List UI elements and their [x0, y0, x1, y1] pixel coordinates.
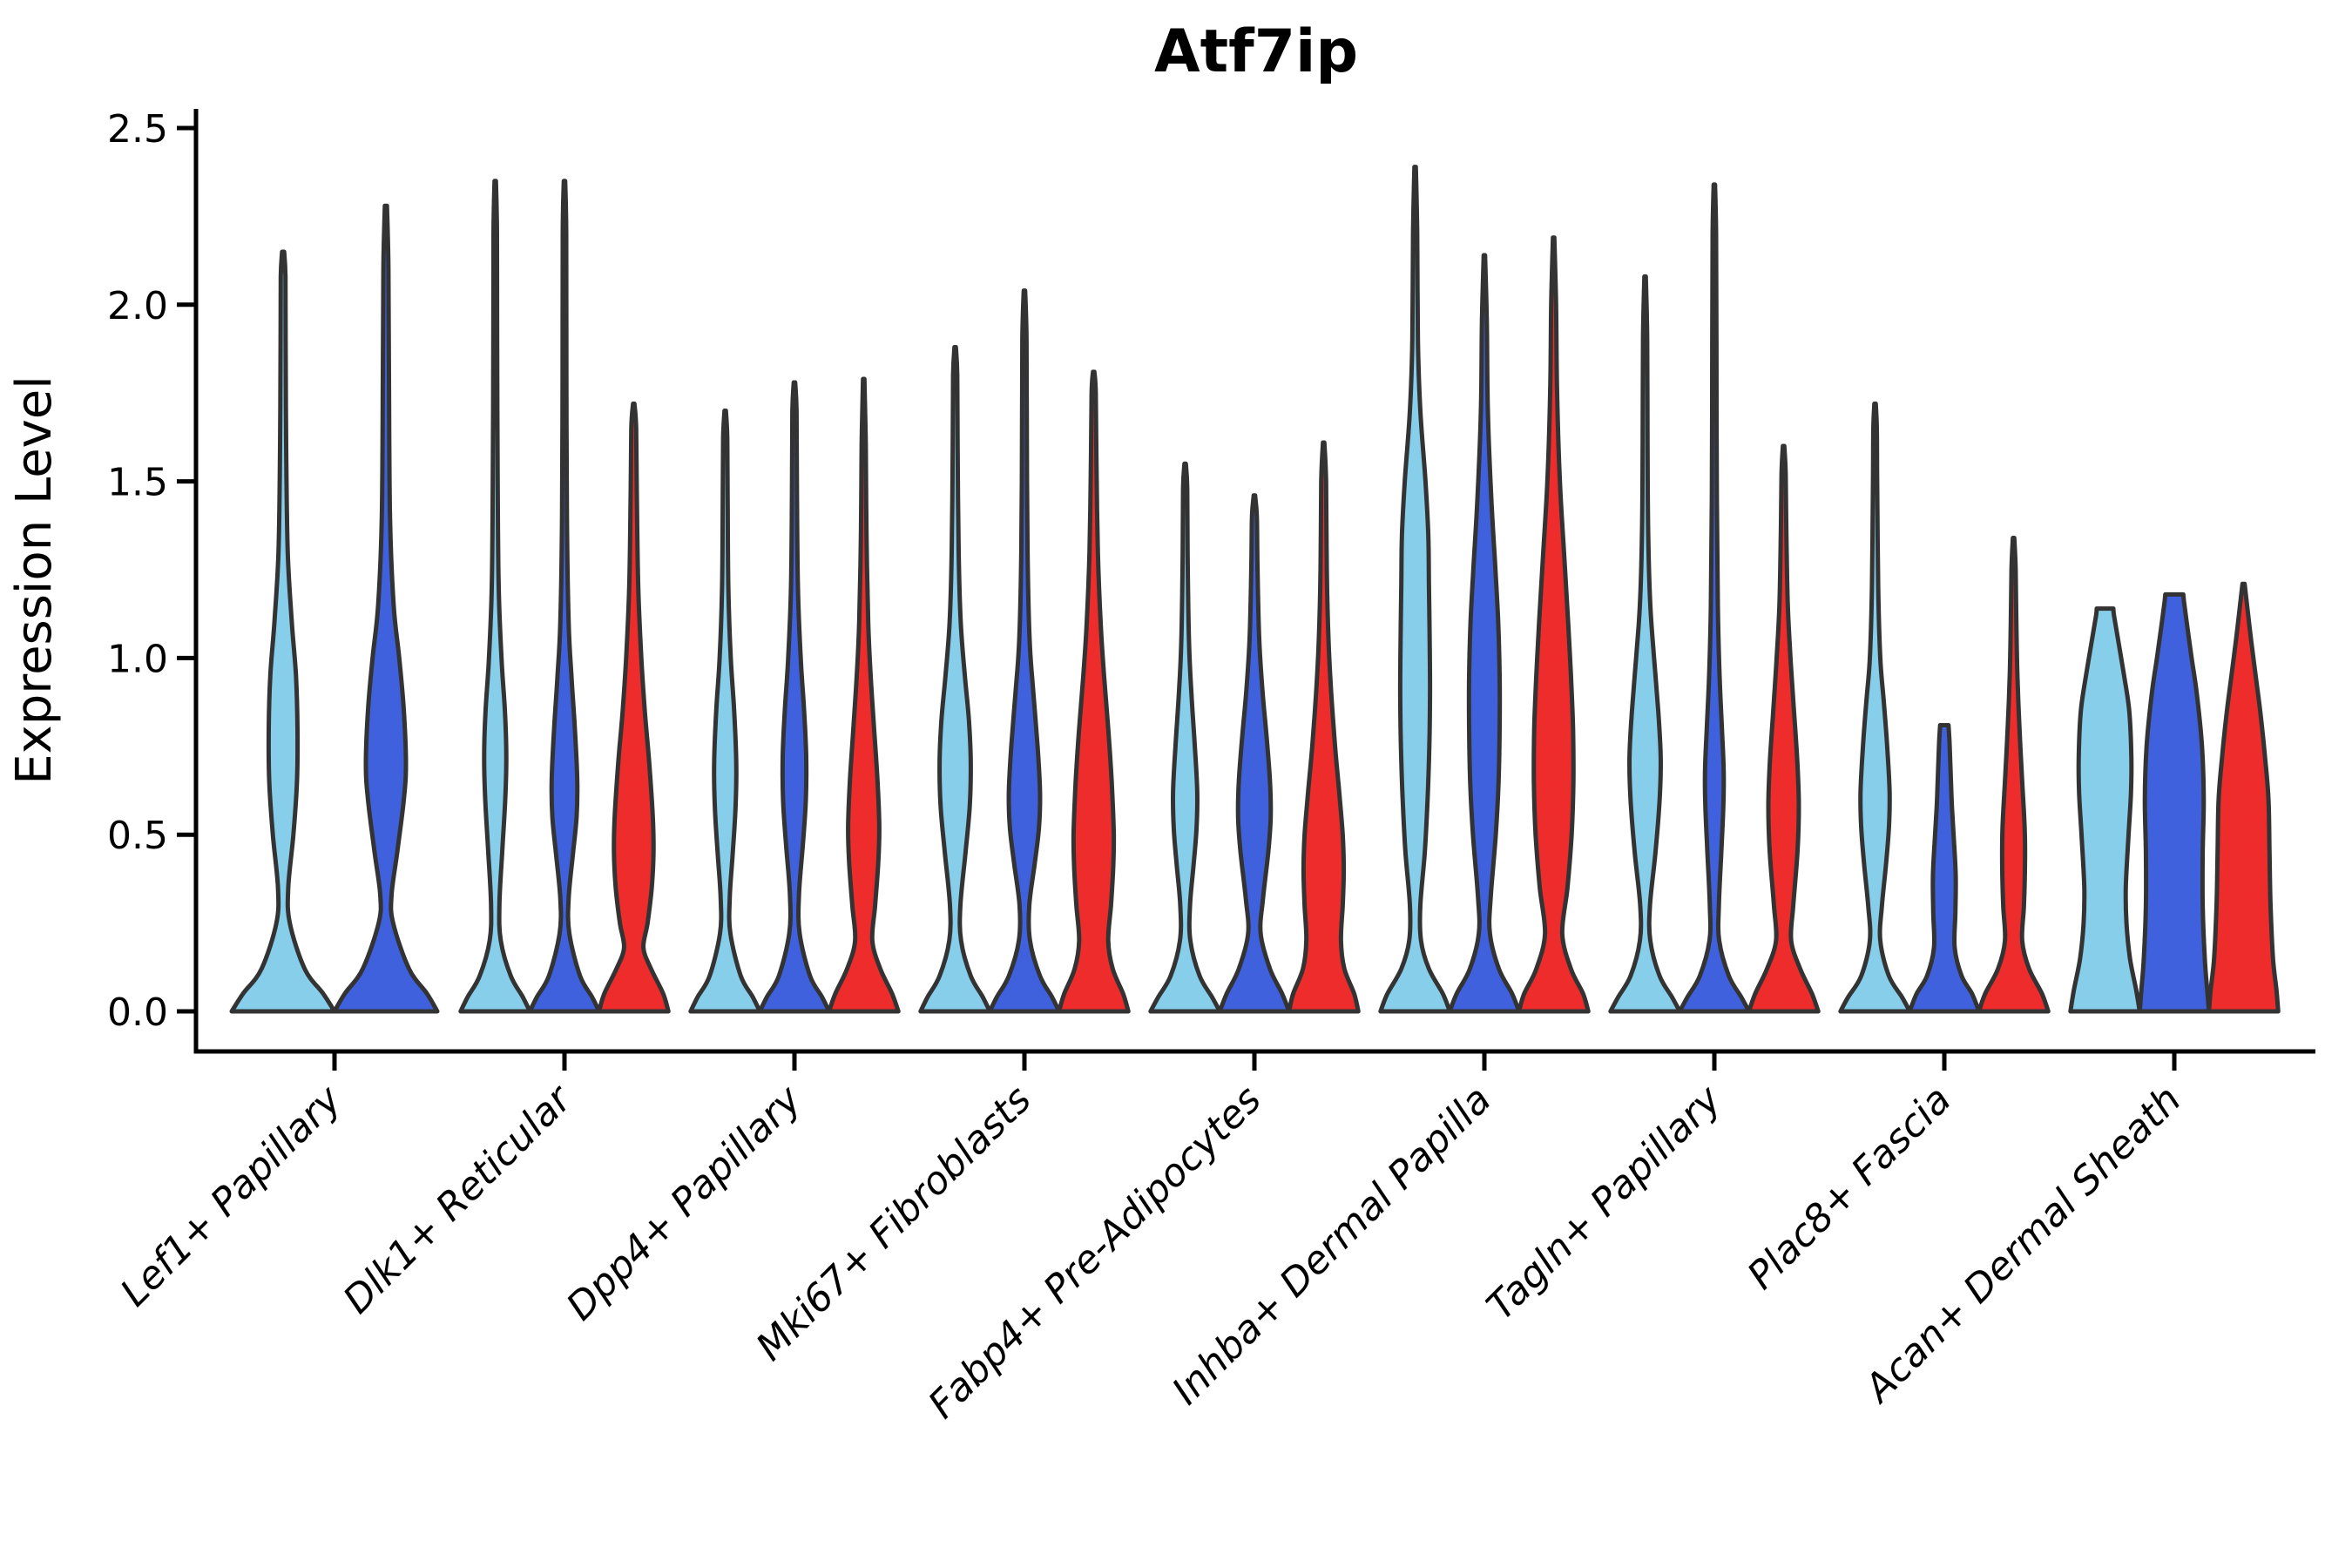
- x-ticks: [332, 1051, 2177, 1071]
- violin-7-blue: [1907, 723, 1982, 1014]
- violin-5-lightblue: [1378, 165, 1452, 1014]
- violin-3-red: [1057, 369, 1131, 1014]
- y-ticks: 0.0 0.5 1.0 1.5 2.0 2.5: [107, 107, 196, 1035]
- y-axis-label: Expression Level: [6, 375, 63, 785]
- violin-1-red: [597, 401, 671, 1014]
- x-tick-label: Dpp4+ Papillary: [558, 1077, 811, 1329]
- violin-6-red: [1747, 443, 1821, 1014]
- violin-7-red: [1977, 536, 2051, 1014]
- x-tick-label: Dlk1+ Reticular: [335, 1076, 581, 1322]
- violins-layer: [229, 165, 2281, 1014]
- violin-6-blue: [1677, 182, 1752, 1014]
- violin-6-lightblue: [1608, 274, 1682, 1014]
- y-tick-label: 1.5: [107, 461, 168, 505]
- x-tick-label: Plac8+ Fascia: [1739, 1078, 1959, 1298]
- y-tick-label: 0.0: [107, 990, 168, 1035]
- violin-4-blue: [1217, 493, 1292, 1014]
- violin-8-blue: [2137, 591, 2212, 1014]
- violin-1-blue: [527, 179, 602, 1014]
- violin-2-blue: [757, 380, 832, 1014]
- violin-8-lightblue: [2068, 606, 2142, 1014]
- violin-2-lightblue: [688, 409, 762, 1014]
- violin-5-blue: [1447, 253, 1522, 1014]
- violin-5-red: [1517, 235, 1591, 1014]
- violin-3-lightblue: [918, 345, 992, 1014]
- violin-2-red: [827, 376, 901, 1014]
- violin-0-blue: [332, 203, 440, 1014]
- violin-4-red: [1287, 440, 1361, 1014]
- y-tick-label: 2.5: [107, 107, 168, 152]
- chart-title: Atf7ip: [1154, 17, 1358, 86]
- y-tick-label: 1.0: [107, 637, 168, 681]
- violin-3-blue: [987, 288, 1062, 1014]
- violin-8-red: [2207, 581, 2281, 1014]
- violin-1-lightblue: [458, 179, 532, 1014]
- violin-7-lightblue: [1838, 401, 1912, 1014]
- x-tick-label: Lef1+ Papillary: [112, 1077, 351, 1315]
- y-tick-label: 2.0: [107, 284, 168, 328]
- y-tick-label: 0.5: [107, 814, 168, 858]
- violin-0-lightblue: [229, 249, 337, 1014]
- violin-4-lightblue: [1148, 461, 1222, 1014]
- x-tick-label: Tagln+ Papillary: [1478, 1077, 1730, 1328]
